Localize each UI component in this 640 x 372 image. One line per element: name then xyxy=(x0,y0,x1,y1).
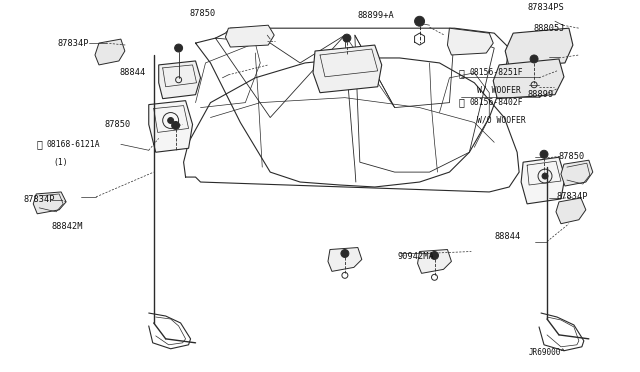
Text: 88842M: 88842M xyxy=(51,222,83,231)
Text: 88805J: 88805J xyxy=(533,24,564,33)
Text: W/O WOOFER: W/O WOOFER xyxy=(477,115,526,124)
Text: 87834P: 87834P xyxy=(23,195,55,204)
Text: 87834P: 87834P xyxy=(58,39,89,48)
Text: 08156-8402F: 08156-8402F xyxy=(469,98,523,107)
Text: W/ WOOFER: W/ WOOFER xyxy=(477,85,521,94)
Text: 87850: 87850 xyxy=(189,9,216,18)
Polygon shape xyxy=(148,101,193,152)
Text: 87834PS: 87834PS xyxy=(527,3,564,12)
Text: Ⓢ: Ⓢ xyxy=(36,139,42,149)
Text: 88844: 88844 xyxy=(494,232,520,241)
Polygon shape xyxy=(505,28,573,67)
Circle shape xyxy=(172,122,180,129)
Text: Ⓑ: Ⓑ xyxy=(458,68,465,78)
Circle shape xyxy=(540,150,548,158)
Polygon shape xyxy=(159,61,200,99)
Text: 87850: 87850 xyxy=(104,120,131,129)
Text: 88899+A: 88899+A xyxy=(358,11,395,20)
Circle shape xyxy=(530,55,538,63)
Polygon shape xyxy=(328,247,362,271)
Circle shape xyxy=(415,16,424,26)
Circle shape xyxy=(542,173,548,179)
Polygon shape xyxy=(33,192,66,214)
Polygon shape xyxy=(561,160,593,186)
Text: 87850: 87850 xyxy=(559,152,585,161)
Text: 90942MA: 90942MA xyxy=(397,252,435,261)
Polygon shape xyxy=(493,59,564,99)
Text: JR69000^: JR69000^ xyxy=(529,348,566,357)
Text: 87834P: 87834P xyxy=(557,192,588,201)
Text: 88844: 88844 xyxy=(120,68,146,77)
Polygon shape xyxy=(313,45,381,93)
Text: Ⓑ: Ⓑ xyxy=(458,97,465,108)
Text: 08156-8251F: 08156-8251F xyxy=(469,68,523,77)
Circle shape xyxy=(168,118,173,124)
Polygon shape xyxy=(556,198,586,224)
Circle shape xyxy=(431,251,438,259)
Polygon shape xyxy=(417,250,451,273)
Circle shape xyxy=(341,250,349,257)
Polygon shape xyxy=(521,157,565,204)
Polygon shape xyxy=(447,28,493,55)
Text: 08168-6121A: 08168-6121A xyxy=(46,140,100,149)
Circle shape xyxy=(343,34,351,42)
Polygon shape xyxy=(95,39,125,65)
Circle shape xyxy=(175,44,182,52)
Text: 88899: 88899 xyxy=(527,90,554,99)
Polygon shape xyxy=(225,25,274,47)
Text: (1): (1) xyxy=(53,158,68,167)
